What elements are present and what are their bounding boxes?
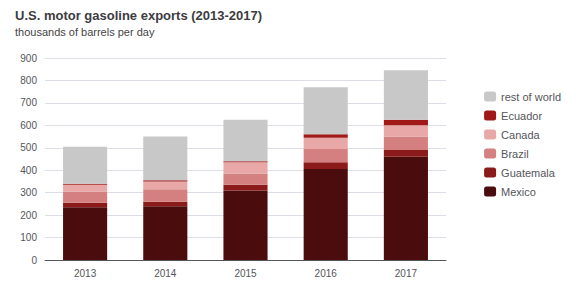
svg-text:2017: 2017 [395, 268, 418, 279]
svg-text:2014: 2014 [154, 268, 177, 279]
svg-text:700: 700 [20, 97, 37, 108]
svg-text:Mexico: Mexico [501, 186, 536, 198]
svg-text:500: 500 [20, 142, 37, 153]
svg-text:900: 900 [20, 53, 37, 64]
svg-text:800: 800 [20, 75, 37, 86]
svg-text:100: 100 [20, 232, 37, 243]
svg-text:Brazil: Brazil [501, 148, 529, 160]
svg-text:200: 200 [20, 210, 37, 221]
svg-text:thousands of barrels per day: thousands of barrels per day [15, 26, 155, 38]
svg-text:600: 600 [20, 120, 37, 131]
svg-text:rest of world: rest of world [501, 91, 561, 103]
svg-text:300: 300 [20, 187, 37, 198]
svg-text:U.S. motor gasoline exports (2: U.S. motor gasoline exports (2013-2017) [15, 8, 262, 23]
svg-text:Guatemala: Guatemala [501, 167, 556, 179]
svg-text:2015: 2015 [234, 268, 257, 279]
svg-text:Canada: Canada [501, 129, 540, 141]
svg-text:2016: 2016 [315, 268, 338, 279]
svg-text:400: 400 [20, 165, 37, 176]
svg-text:Ecuador: Ecuador [501, 110, 542, 122]
svg-text:2013: 2013 [74, 268, 97, 279]
svg-text:0: 0 [31, 255, 37, 266]
